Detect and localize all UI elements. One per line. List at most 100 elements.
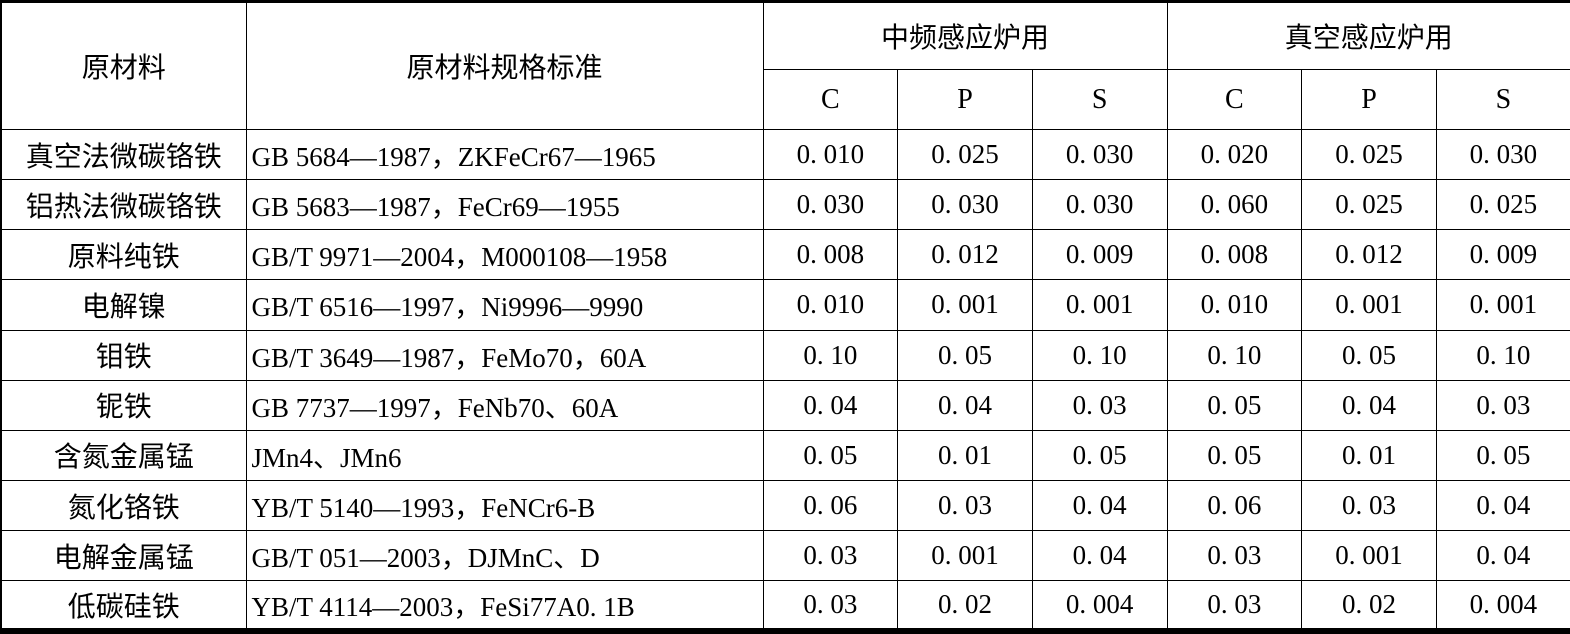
table-row: 电解金属锰 GB/T 051—2003，DJMnC、D 0. 03 0. 001… (0, 530, 1570, 582)
value-cell: 0. 010 (762, 128, 899, 181)
value-cell: 0. 025 (1301, 128, 1437, 181)
table-row: 含氮金属锰 JMn4、JMn6 0. 05 0. 01 0. 05 0. 05 … (0, 429, 1570, 481)
value-cell: 0. 012 (897, 229, 1033, 281)
material-cell: 含氮金属锰 (0, 429, 247, 481)
table-row: 电解镍 GB/T 6516—1997，Ni9996—9990 0. 010 0.… (0, 279, 1570, 331)
material-cell: 真空法微碳铬铁 (0, 128, 247, 181)
table-row: 低碳硅铁 YB/T 4114—2003，FeSi77A0. 1B 0. 03 0… (0, 580, 1570, 632)
value-cell: 0. 03 (1166, 580, 1303, 632)
value-cell: 0. 04 (1435, 479, 1570, 532)
value-cell: 0. 03 (1166, 530, 1303, 582)
spec-cell: GB/T 3649—1987，FeMo70，60A (245, 329, 764, 381)
table-row: 铝热法微碳铬铁 GB 5683—1987，FeCr69—1955 0. 030 … (0, 179, 1570, 231)
material-cell: 氮化铬铁 (0, 479, 247, 532)
value-cell: 0. 05 (897, 329, 1033, 381)
value-cell: 0. 030 (762, 179, 899, 231)
value-cell: 0. 030 (1435, 128, 1570, 181)
header-group-mid-freq: 中频感应炉用 (762, 1, 1168, 70)
value-cell: 0. 010 (1166, 279, 1303, 331)
spec-cell: GB 7737—1997，FeNb70、60A (245, 379, 764, 431)
value-cell: 0. 025 (897, 128, 1033, 181)
material-cell: 电解金属锰 (0, 530, 247, 582)
value-cell: 0. 001 (1301, 279, 1437, 331)
material-cell: 铝热法微碳铬铁 (0, 179, 247, 231)
value-cell: 0. 025 (1301, 179, 1437, 231)
value-cell: 0. 001 (897, 530, 1033, 582)
value-cell: 0. 02 (897, 580, 1033, 632)
material-cell: 电解镍 (0, 279, 247, 331)
material-cell: 铌铁 (0, 379, 247, 431)
value-cell: 0. 05 (1301, 329, 1437, 381)
value-cell: 0. 05 (762, 429, 899, 481)
material-cell: 钼铁 (0, 329, 247, 381)
value-cell: 0. 10 (1435, 329, 1570, 381)
value-cell: 0. 01 (1301, 429, 1437, 481)
table-row: 铌铁 GB 7737—1997，FeNb70、60A 0. 04 0. 04 0… (0, 379, 1570, 431)
spec-cell: GB 5683—1987，FeCr69—1955 (245, 179, 764, 231)
header-mid-c: C (762, 69, 899, 130)
value-cell: 0. 010 (762, 279, 899, 331)
value-cell: 0. 020 (1166, 128, 1303, 181)
value-cell: 0. 009 (1435, 229, 1570, 281)
header-vac-s: S (1435, 69, 1570, 130)
header-sub-row: C P S C P S (1, 69, 1570, 130)
value-cell: 0. 04 (897, 379, 1033, 431)
material-cell: 原料纯铁 (0, 229, 247, 281)
value-cell: 0. 009 (1031, 229, 1168, 281)
value-cell: 0. 02 (1301, 580, 1437, 632)
value-cell: 0. 05 (1435, 429, 1570, 481)
value-cell: 0. 030 (897, 179, 1033, 231)
header-material: 原材料 (0, 1, 247, 130)
spec-cell: GB/T 6516—1997，Ni9996—9990 (245, 279, 764, 331)
value-cell: 0. 030 (1031, 179, 1168, 231)
header-group-row: 原材料 原材料规格标准 中频感应炉用 真空感应炉用 (0, 1, 1570, 130)
spec-cell: JMn4、JMn6 (245, 429, 764, 481)
value-cell: 0. 03 (1435, 379, 1570, 431)
value-cell: 0. 03 (762, 580, 899, 632)
value-cell: 0. 03 (1031, 379, 1168, 431)
value-cell: 0. 10 (762, 329, 899, 381)
value-cell: 0. 04 (762, 379, 899, 431)
spec-cell: YB/T 4114—2003，FeSi77A0. 1B (245, 580, 764, 632)
header-vac-c: C (1166, 69, 1303, 130)
value-cell: 0. 05 (1031, 429, 1168, 481)
value-cell: 0. 03 (762, 530, 899, 582)
value-cell: 0. 001 (1031, 279, 1168, 331)
value-cell: 0. 05 (1166, 379, 1303, 431)
table-row: 原料纯铁 GB/T 9971—2004，M000108—1958 0. 008 … (0, 229, 1570, 281)
header-group-vacuum: 真空感应炉用 (1166, 1, 1570, 70)
spec-cell: GB/T 9971—2004，M000108—1958 (245, 229, 764, 281)
value-cell: 0. 060 (1166, 179, 1303, 231)
value-cell: 0. 04 (1031, 530, 1168, 582)
value-cell: 0. 001 (897, 279, 1033, 331)
value-cell: 0. 004 (1031, 580, 1168, 632)
header-spec: 原材料规格标准 (245, 1, 764, 130)
value-cell: 0. 06 (1166, 479, 1303, 532)
value-cell: 0. 04 (1301, 379, 1437, 431)
value-cell: 0. 012 (1301, 229, 1437, 281)
value-cell: 0. 004 (1435, 580, 1570, 632)
value-cell: 0. 03 (897, 479, 1033, 532)
value-cell: 0. 10 (1166, 329, 1303, 381)
value-cell: 0. 05 (1166, 429, 1303, 481)
header-mid-s: S (1031, 69, 1168, 130)
value-cell: 0. 008 (762, 229, 899, 281)
table-row: 钼铁 GB/T 3649—1987，FeMo70，60A 0. 10 0. 05… (0, 329, 1570, 381)
material-cell: 低碳硅铁 (0, 580, 247, 632)
value-cell: 0. 001 (1301, 530, 1437, 582)
value-cell: 0. 03 (1301, 479, 1437, 532)
header-vac-p: P (1301, 69, 1437, 130)
value-cell: 0. 06 (762, 479, 899, 532)
value-cell: 0. 01 (897, 429, 1033, 481)
value-cell: 0. 04 (1435, 530, 1570, 582)
value-cell: 0. 025 (1435, 179, 1570, 231)
spec-cell: GB/T 051—2003，DJMnC、D (245, 530, 764, 582)
table-row: 氮化铬铁 YB/T 5140—1993，FeNCr6-B 0. 06 0. 03… (0, 479, 1570, 532)
value-cell: 0. 001 (1435, 279, 1570, 331)
value-cell: 0. 030 (1031, 128, 1168, 181)
value-cell: 0. 008 (1166, 229, 1303, 281)
header-mid-p: P (897, 69, 1033, 130)
value-cell: 0. 10 (1031, 329, 1168, 381)
table-row: 真空法微碳铬铁 GB 5684—1987，ZKFeCr67—1965 0. 01… (0, 128, 1570, 181)
